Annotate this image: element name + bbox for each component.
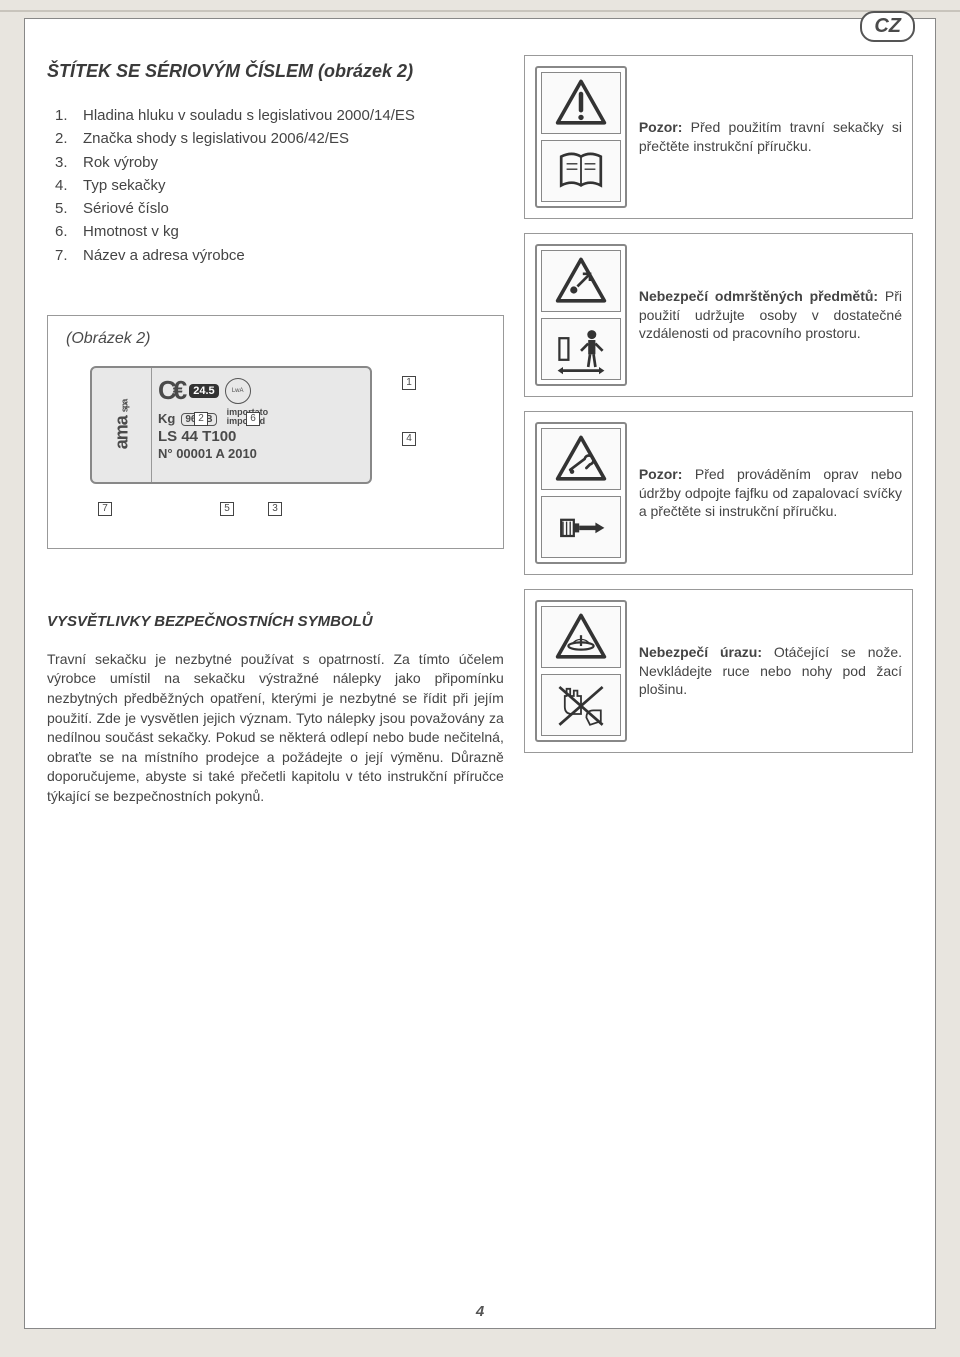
- warning-box-projectiles: Nebezpečí odmrštěných předmětů: Při použ…: [524, 233, 913, 397]
- list-item-text: Typ sekačky: [83, 174, 166, 197]
- serial-plate: ama spa C€ 24.5 LwA Kg 96 dB impo: [90, 366, 372, 484]
- plate-data: C€ 24.5 LwA Kg 96 dB importatoimported L…: [152, 368, 370, 482]
- person-distance-icon: [541, 318, 621, 380]
- callout-4: 4: [402, 432, 416, 446]
- safety-symbols-body: Travní sekačku je nezbytné používat s op…: [47, 650, 504, 807]
- warning-box-read-manual: Pozor: Před použitím travní sekačky si p…: [524, 55, 913, 219]
- callout-1: 1: [402, 376, 416, 390]
- plate-serial: N° 00001 A 2010: [158, 446, 364, 461]
- no-hands-feet-icon: [541, 674, 621, 736]
- warning-box-maintenance: Pozor: Před prováděním oprav nebo údržby…: [524, 411, 913, 575]
- serial-label-legend: 1.Hladina hluku v souladu s legislativou…: [47, 104, 504, 267]
- list-item: 5.Sériové číslo: [55, 197, 504, 220]
- page-number: 4: [25, 1303, 935, 1320]
- serial-plate-figure: ama spa C€ 24.5 LwA Kg 96 dB impo: [90, 360, 410, 510]
- plate-manufacturer: ama spa: [92, 368, 152, 482]
- brand-logo: ama spa: [111, 400, 132, 450]
- figure-block: (Obrázek 2) ama spa C€ 24.5 LwA: [47, 315, 504, 549]
- left-column: ŠTÍTEK SE SÉRIOVÝM ČÍSLEM (obrázek 2) 1.…: [47, 35, 504, 807]
- top-bar: [0, 0, 960, 12]
- language-badge: CZ: [860, 11, 915, 42]
- callout-6: 6: [246, 412, 260, 426]
- list-item: 7.Název a adresa výrobce: [55, 244, 504, 267]
- warning-text: Nebezpečí úrazu: Otáčející se nože. Nevk…: [639, 600, 902, 742]
- warning-triangle-icon: [541, 72, 621, 134]
- list-item: 4.Typ sekačky: [55, 174, 504, 197]
- list-item-text: Název a adresa výrobce: [83, 244, 245, 267]
- page: CZ ŠTÍTEK SE SÉRIOVÝM ČÍSLEM (obrázek 2)…: [24, 18, 936, 1329]
- callout-7: 7: [98, 502, 112, 516]
- warning-box-rotating-blades: Nebezpečí úrazu: Otáčející se nože. Nevk…: [524, 589, 913, 753]
- safety-symbols-title: VYSVĚTLIVKY BEZPEČNOSTNÍCH SYMBOLŮ: [47, 613, 504, 630]
- section-title: ŠTÍTEK SE SÉRIOVÝM ČÍSLEM (obrázek 2): [47, 61, 504, 82]
- spark-plug-icon: [541, 496, 621, 558]
- figure-caption: (Obrázek 2): [66, 330, 489, 348]
- list-item-text: Sériové číslo: [83, 197, 169, 220]
- list-item-text: Hmotnost v kg: [83, 220, 179, 243]
- list-item: 1.Hladina hluku v souladu s legislativou…: [55, 104, 504, 127]
- warning-text: Pozor: Před použitím travní sekačky si p…: [639, 66, 902, 208]
- list-item: 2.Značka shody s legislativou 2006/42/ES: [55, 127, 504, 150]
- callout-5: 5: [220, 502, 234, 516]
- list-item: 6.Hmotnost v kg: [55, 220, 504, 243]
- list-item: 3.Rok výroby: [55, 151, 504, 174]
- callout-3: 3: [268, 502, 282, 516]
- noise-badge: 24.5: [189, 384, 218, 398]
- list-item-text: Rok výroby: [83, 151, 158, 174]
- wrench-triangle-icon: [541, 428, 621, 490]
- ce-mark: C€: [158, 375, 183, 406]
- warning-icons: [535, 600, 627, 742]
- warning-icons: [535, 66, 627, 208]
- lwa-icon: LwA: [225, 378, 251, 404]
- list-item-text: Značka shody s legislativou 2006/42/ES: [83, 127, 349, 150]
- warning-text: Pozor: Před prováděním oprav nebo údržby…: [639, 422, 902, 564]
- warning-icons: [535, 422, 627, 564]
- plate-model: LS 44 T100: [158, 428, 364, 445]
- list-item-text: Hladina hluku v souladu s legislativou 2…: [83, 104, 415, 127]
- two-column-layout: ŠTÍTEK SE SÉRIOVÝM ČÍSLEM (obrázek 2) 1.…: [47, 35, 913, 807]
- projectile-triangle-icon: [541, 250, 621, 312]
- right-column: Pozor: Před použitím travní sekačky si p…: [524, 35, 913, 807]
- book-icon: [541, 140, 621, 202]
- callout-2: 2: [194, 412, 208, 426]
- plate-kg-label: Kg: [158, 411, 175, 426]
- warning-text: Nebezpečí odmrštěných předmětů: Při použ…: [639, 244, 902, 386]
- blade-triangle-icon: [541, 606, 621, 668]
- warning-icons: [535, 244, 627, 386]
